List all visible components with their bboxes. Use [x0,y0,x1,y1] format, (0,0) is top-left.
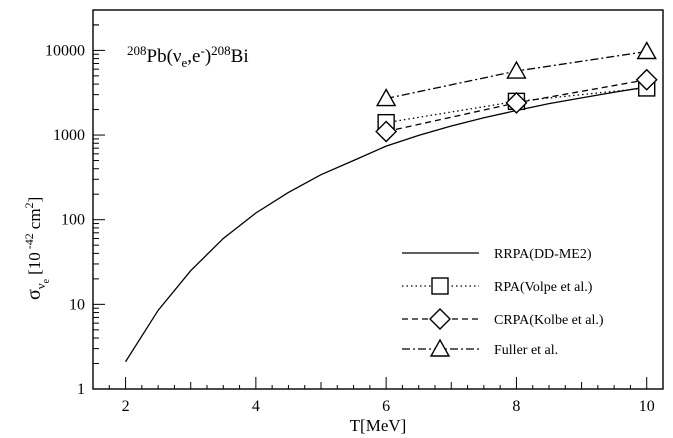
legend-entry-crpa-kolbe-et-al: CRPA(Kolbe et al.) [402,308,604,330]
legend-label: RPA(Volpe et al.) [494,280,593,295]
reaction-annotation: 208Pb(νe,e-)208Bi [127,43,249,70]
legend-label: CRPA(Kolbe et al.) [494,313,604,328]
legend-marker-triangle [429,338,451,357]
legend-entry-rrpa-dd-me2: RRPA(DD-ME2) [402,247,592,262]
y-tick-label: 10 [69,296,85,313]
x-tick-label: 6 [382,398,390,415]
x-tick-label: 2 [122,398,130,415]
legend-entry-fuller-et-al: Fuller et al. [402,338,558,358]
x-tick-label: 8 [512,398,520,415]
data-point-diamond [635,68,658,91]
data-point-diamond [505,91,528,114]
x-tick-label: 10 [639,398,655,415]
series-fuller-et-al [375,41,657,107]
data-point-triangle [636,41,657,60]
data-point-triangle [506,60,527,79]
series-line [125,86,647,363]
plot-frame [92,9,664,390]
legend: RRPA(DD-ME2) RPA(Volpe et al.) CRPA(Kolbe … [402,247,604,358]
x-tick-label: 4 [252,398,260,415]
legend-label: RRPA(DD-ME2) [494,247,592,262]
legend-entry-rpa-volpe-et-al: RPA(Volpe et al.) [402,277,593,295]
x-axis-title: T[MeV] [350,416,407,435]
y-tick-label: 1000 [53,127,85,144]
y-tick-label: 10000 [45,42,85,59]
y-tick-label: 1 [77,381,85,398]
y-tick-label: 100 [61,212,85,229]
series-layer [125,41,658,363]
legend-label: Fuller et al. [494,343,558,358]
data-point-diamond [375,120,398,143]
y-axis-title: σνe[10-42cm2] [22,197,52,300]
series-crpa-kolbe-et-al [375,68,658,143]
axis-ticks: 2 4 6 8 10 1 10 100 1000 10000 [45,9,664,415]
data-point-triangle [375,88,397,107]
legend-marker-square [431,277,449,295]
legend-marker-diamond [429,308,451,330]
series-rrpa-dd-me2 [125,86,647,363]
